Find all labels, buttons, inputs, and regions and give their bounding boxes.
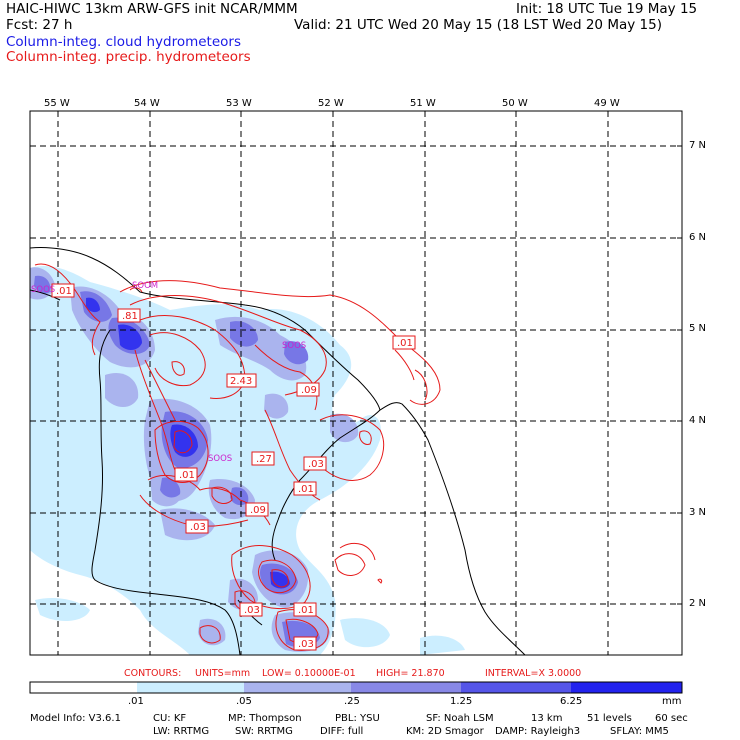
init-time: Init: 18 UTC Tue 19 May 15	[516, 1, 698, 17]
contour-label-text: .03	[308, 459, 324, 470]
contour-label-text: .01	[298, 605, 314, 616]
colorbar-bin-2	[137, 682, 244, 693]
footer-mp: MP: Thompson	[228, 713, 302, 724]
contour-label-text: .81	[122, 311, 138, 322]
lat-label-5n: 5 N	[689, 323, 707, 334]
contour-info-high: HIGH= 21.870	[376, 668, 445, 679]
contour-label-group: .01 .81 2.43 .09 .01 .27 .03 .01	[51, 283, 416, 651]
colorbar-tick-2: .05	[236, 696, 252, 707]
contour-label-2: .81	[117, 308, 141, 323]
footer-sf: SF: Noah LSM	[426, 713, 494, 724]
contour-label-text: .03	[244, 605, 260, 616]
forecast-hour: Fcst: 27 h	[6, 17, 73, 33]
contour-info-title: CONTOURS:	[124, 668, 182, 679]
footer-timestep: 60 sec	[655, 713, 688, 724]
footer-model-info: Model Info: V3.6.1	[30, 713, 121, 724]
footer-levels: 51 levels	[587, 713, 632, 724]
place-label-soom: SOOM	[132, 281, 158, 291]
contour-label-1: .01	[51, 283, 75, 298]
lon-label-55w: 55 W	[44, 98, 70, 109]
colorbar-unit: mm	[662, 696, 682, 707]
legend-precip-hydrometeors: Column-integ. precip. hydrometeors	[6, 49, 251, 65]
contour-label-text: .09	[301, 385, 317, 396]
contour-label-4: .09	[296, 382, 320, 397]
contour-info-units: UNITS=mm	[195, 668, 251, 679]
colorbar-frame	[29, 681, 683, 694]
contour-label-7: .03	[303, 456, 327, 471]
contour-label-13: .01	[293, 602, 317, 617]
colorbar-tick-3: .25	[344, 696, 360, 707]
contour-label-10: .09	[245, 502, 269, 517]
valid-time: Valid: 21 UTC Wed 20 May 15 (18 LST Wed …	[294, 17, 662, 33]
contour-label-14: .03	[293, 636, 317, 651]
coastline	[30, 247, 526, 655]
lon-label-52w: 52 W	[318, 98, 344, 109]
lon-label-53w: 53 W	[226, 98, 252, 109]
cloud-shading-core	[86, 297, 290, 589]
footer-sflay: SFLAY: MM5	[610, 726, 669, 737]
contour-label-6: .27	[251, 451, 275, 466]
contour-info-interval: INTERVAL=X 3.0000	[485, 668, 582, 679]
plot-title: HAIC-HIWC 13km ARW-GFS init NCAR/MMM	[6, 1, 298, 17]
colorbar-bin-1	[30, 682, 137, 693]
footer-cu: CU: KF	[153, 713, 187, 724]
footer-diff: DIFF: full	[320, 726, 364, 737]
colorbar-bin-3	[244, 682, 351, 693]
place-label-soos-north: SOOS	[282, 341, 306, 351]
colorbar-bin-6	[571, 682, 682, 693]
footer-pbl: PBL: YSU	[335, 713, 380, 724]
lat-label-4n: 4 N	[689, 415, 707, 426]
footer-lw: LW: RRTMG	[153, 726, 210, 737]
lat-lon-grid	[30, 111, 682, 655]
colorbar-bin-5	[461, 682, 571, 693]
legend-cloud-hydrometeors: Column-integ. cloud hydrometeors	[6, 34, 242, 50]
contour-label-5: .01	[392, 335, 416, 350]
contour-label-text: .01	[397, 338, 413, 349]
colorbar	[29, 681, 683, 694]
contour-label-text: .03	[190, 522, 206, 533]
colorbar-tick-5: 6.25	[560, 696, 583, 707]
contour-label-8: .01	[293, 481, 317, 496]
contour-label-text: .03	[298, 639, 314, 650]
place-label-soos-south: SOOS	[208, 454, 232, 464]
contour-label-text: .27	[256, 454, 272, 465]
footer-km: KM: 2D Smagor	[406, 726, 484, 737]
colorbar-bin-4	[351, 682, 461, 693]
lon-label-50w: 50 W	[502, 98, 528, 109]
contour-label-text: .09	[250, 505, 266, 516]
contour-label-12: .03	[239, 602, 263, 617]
footer-sw: SW: RRTMG	[235, 726, 293, 737]
footer-damp: DAMP: Rayleigh3	[495, 726, 581, 737]
contour-label-text: .01	[179, 470, 195, 481]
place-label-soos-west: SOOS	[31, 285, 55, 295]
lat-label-2n: 2 N	[689, 598, 707, 609]
lon-label-49w: 49 W	[594, 98, 620, 109]
contour-label-text: .01	[298, 484, 314, 495]
lon-label-51w: 51 W	[410, 98, 436, 109]
contour-label-11: .03	[185, 519, 209, 534]
contour-label-text: 2.43	[230, 376, 252, 387]
lon-label-54w: 54 W	[134, 98, 160, 109]
lat-label-6n: 6 N	[689, 232, 707, 243]
contour-label-text: .01	[56, 286, 72, 297]
lat-label-3n: 3 N	[689, 507, 707, 518]
footer-resolution: 13 km	[531, 713, 563, 724]
contour-label-9: .01	[174, 467, 198, 482]
contour-label-3: 2.43	[226, 373, 257, 388]
map-frame	[29, 110, 683, 656]
contour-info-low: LOW= 0.10000E-01	[262, 668, 356, 679]
map-ticks	[57, 111, 682, 605]
lat-label-7n: 7 N	[689, 140, 707, 151]
place-labels: SOOM SOOS SOOS SOOS	[31, 281, 306, 464]
colorbar-tick-4: 1.25	[450, 696, 473, 707]
colorbar-tick-1: .01	[128, 696, 144, 707]
